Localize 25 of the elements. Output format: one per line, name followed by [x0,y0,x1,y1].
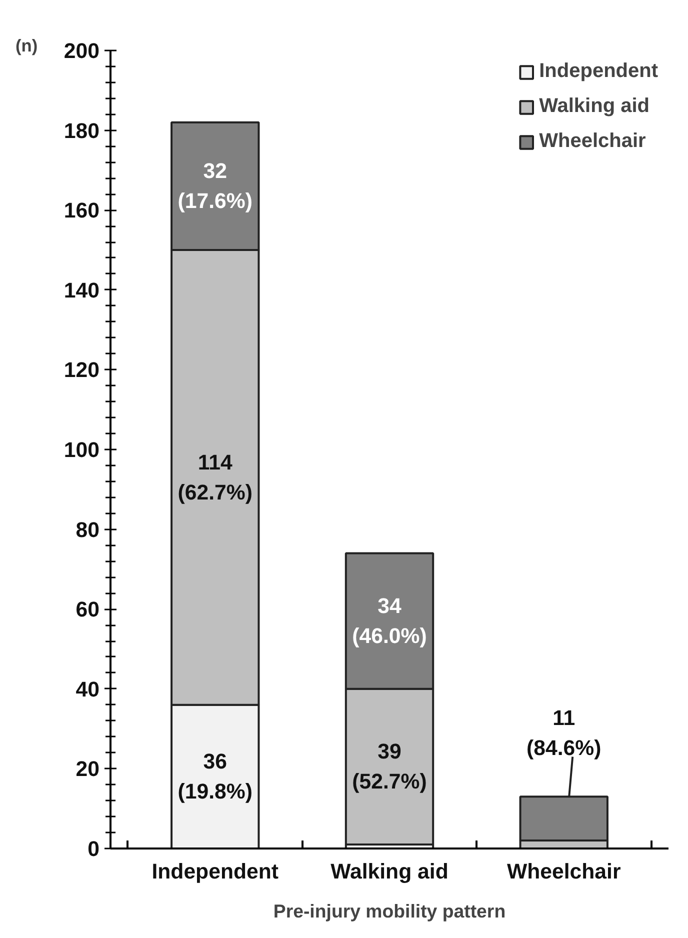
y-tick-label: 80 [76,518,100,542]
y-tick-label: 60 [76,598,100,622]
y-tick-label: 120 [64,358,100,382]
legend-label: Wheelchair [539,130,646,153]
data-label: 34 (46.0%) [352,594,427,648]
data-label: 32 (17.6%) [178,159,252,214]
x-tick-label: Walking aid [330,860,448,884]
x-axis-title: Pre-injury mobility pattern [273,900,506,922]
x-tick-label: Independent [152,860,279,884]
y-tick-label: 180 [64,118,100,143]
x-tick-label: Wheelchair [506,860,621,884]
data-label: 39 (52.7%) [352,740,427,794]
data-label: 114 (62.7%) [178,450,252,504]
legend-label: Independent [539,60,658,83]
data-label: 36 (19.8%) [178,750,252,804]
y-tick-label: 140 [64,278,100,302]
y-tick-label: 100 [64,438,100,462]
y-tick-label: 160 [64,198,100,223]
y-tick-label: 40 [76,677,100,702]
data-label: 11 (84.6%) [526,706,602,760]
legend-label: Walking aid [539,95,650,118]
y-axis-title: (n) [16,36,38,56]
y-tick-label: 0 [88,837,100,861]
y-tick-label: 200 [64,39,100,63]
y-tick-label: 20 [76,757,100,782]
